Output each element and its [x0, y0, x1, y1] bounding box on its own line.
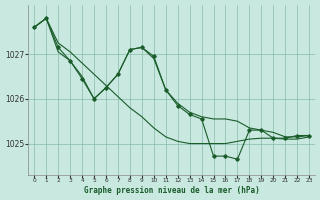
X-axis label: Graphe pression niveau de la mer (hPa): Graphe pression niveau de la mer (hPa): [84, 186, 260, 195]
